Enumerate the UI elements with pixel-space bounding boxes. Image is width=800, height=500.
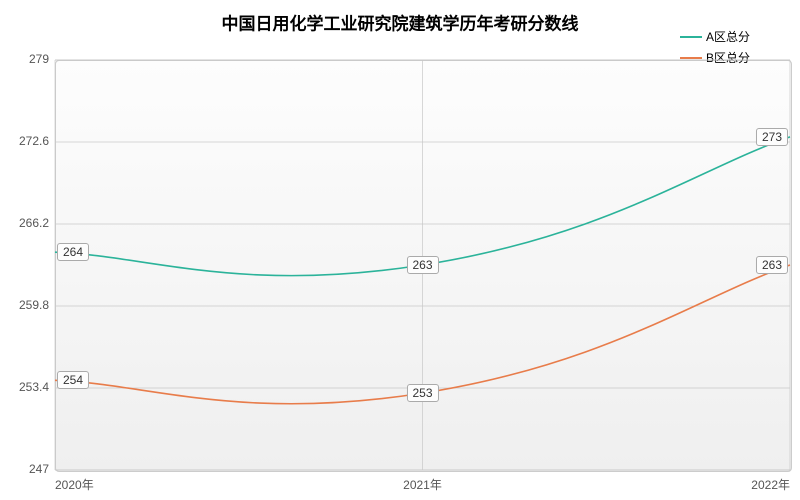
y-axis-label: 259.8 [19, 298, 49, 312]
data-label: 254 [57, 371, 89, 389]
chart-container: 中国日用化学工业研究院建筑学历年考研分数线 A区总分B区总分 264263273… [0, 0, 800, 500]
x-axis-label: 2021年 [403, 476, 442, 493]
data-label: 273 [756, 128, 788, 146]
y-axis-label: 272.6 [19, 134, 49, 148]
chart-svg [0, 0, 800, 500]
data-label: 264 [57, 243, 89, 261]
y-axis-label: 253.4 [19, 380, 49, 394]
y-axis-label: 247 [29, 462, 49, 476]
x-axis-label: 2022年 [751, 476, 790, 493]
x-axis-label: 2020年 [55, 476, 94, 493]
y-axis-label: 266.2 [19, 216, 49, 230]
data-label: 263 [756, 256, 788, 274]
y-axis-label: 279 [29, 52, 49, 66]
data-label: 263 [406, 256, 438, 274]
data-label: 253 [406, 384, 438, 402]
